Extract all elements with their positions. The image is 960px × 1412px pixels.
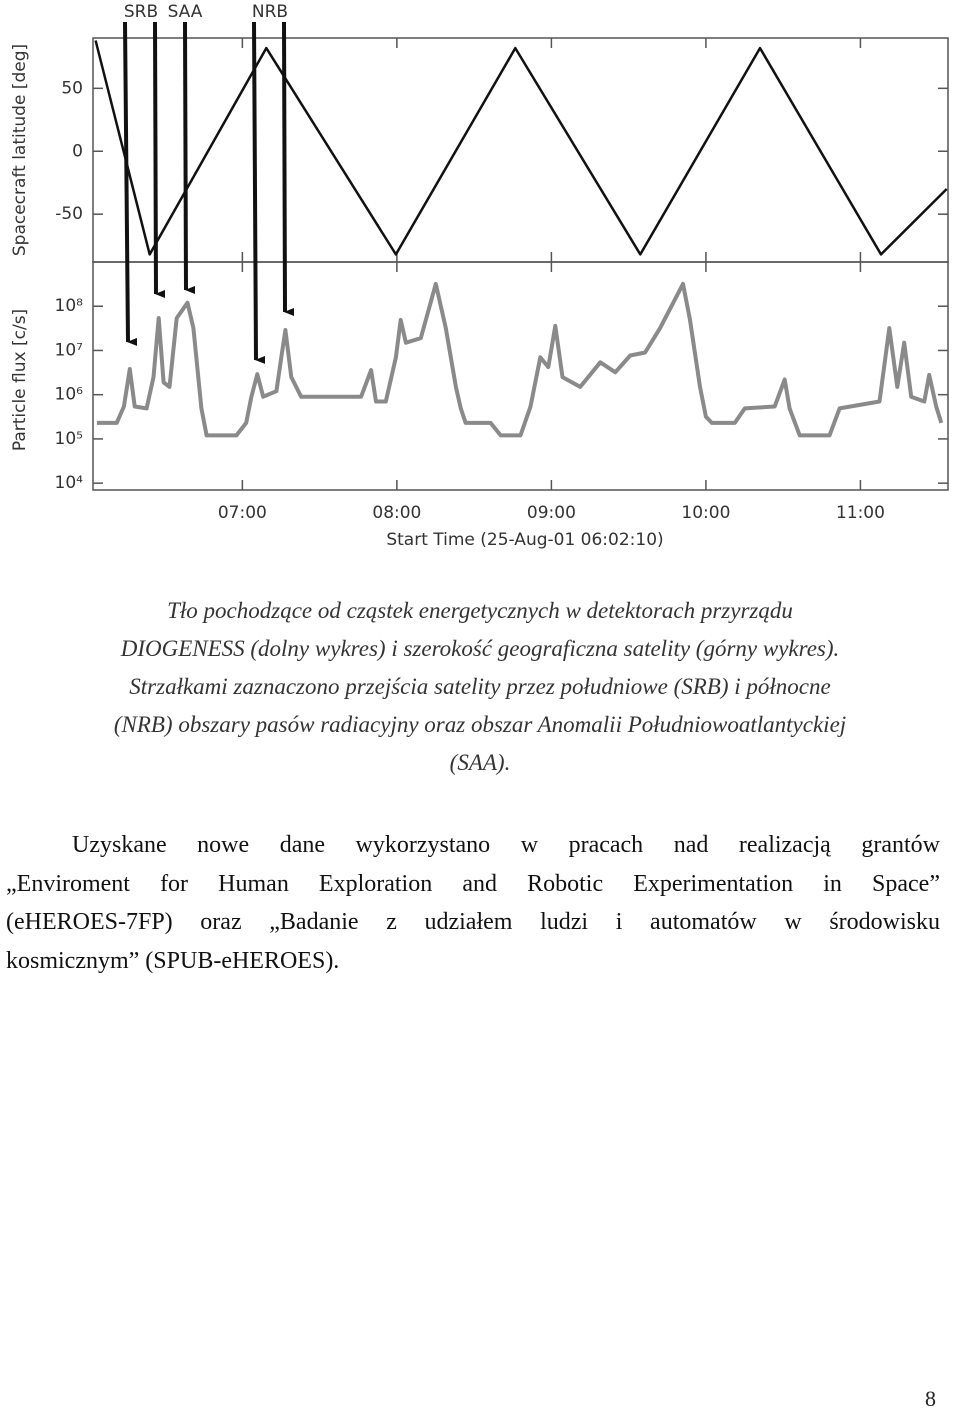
bottom-frame <box>92 261 949 491</box>
page-number: 8 <box>925 1386 936 1411</box>
y-tick-label: 10⁸ <box>55 296 84 316</box>
y-tick-label: 0 <box>72 141 83 161</box>
arrow <box>153 21 166 298</box>
y-tick-label: 10⁴ <box>55 473 84 493</box>
arrow-label: SAA <box>168 2 203 22</box>
arrow-label: SRB <box>124 2 158 22</box>
y-axis-label: Spacecraft latitude [deg] <box>10 44 30 256</box>
x-tick-label: 07:00 <box>218 503 267 523</box>
y-tick-label: 10⁵ <box>55 429 83 449</box>
arrow <box>183 21 196 294</box>
caption-line: (SAA). <box>449 750 511 775</box>
data-line <box>94 40 948 256</box>
y-tick-label: 50 <box>61 78 83 98</box>
figure: SRB SAA NRB Spacecraft latitude [deg] Pa… <box>10 2 949 550</box>
arrow-label: NRB <box>252 2 288 22</box>
data-line <box>96 281 944 438</box>
y-tick-label: 10⁷ <box>55 340 84 360</box>
arrow <box>123 21 138 346</box>
x-tick-label: 11:00 <box>836 503 885 523</box>
arrow <box>282 21 295 316</box>
paragraph: Uzyskane nowe dane wykorzystano w pracac… <box>6 826 940 980</box>
paragraph-line: (eHEROES-7FP) oraz „Badanie z udziałem l… <box>6 909 940 935</box>
paragraph-line: „Enviroment for Human Exploration and Ro… <box>6 870 940 897</box>
y-tick-label: 10⁶ <box>55 385 84 405</box>
caption-line: Strzałkami zaznaczono przejścia satelity… <box>129 674 831 699</box>
arrow <box>252 21 266 364</box>
x-tick-label: 09:00 <box>527 503 576 523</box>
caption-line: Tło pochodzące od cząstek energetycznych… <box>167 598 793 623</box>
paragraph-line: Uzyskane nowe dane wykorzystano w pracac… <box>72 832 940 858</box>
caption: Tło pochodzące od cząstek energetycznych… <box>0 592 960 782</box>
arrows <box>123 21 295 364</box>
caption-line: DIOGENESS (dolny wykres) i szerokość geo… <box>120 636 840 661</box>
x-tick-label: 10:00 <box>681 503 730 523</box>
x-tick-label: 08:00 <box>372 503 421 523</box>
x-axis-label: Start Time (25-Aug-01 06:02:10) <box>386 530 663 550</box>
y-tick-label: -50 <box>55 204 83 224</box>
caption-line: (NRB) obszary pasów radiacyjny oraz obsz… <box>113 712 847 737</box>
paragraph-line: kosmicznym” (SPUB-eHEROES). <box>6 947 340 974</box>
y-axis-label: Particle flux [c/s] <box>10 309 30 451</box>
